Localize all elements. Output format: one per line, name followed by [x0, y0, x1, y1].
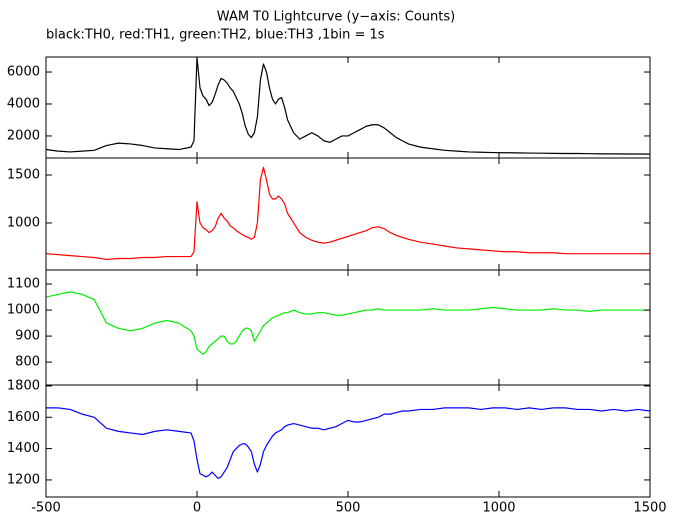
y-tick-label: 1000	[7, 303, 40, 318]
light-curve	[45, 57, 651, 155]
y-tick-label: 1100	[7, 277, 40, 292]
y-tick-label: 1800	[7, 378, 40, 393]
panel-frame	[45, 56, 651, 159]
light-curve	[45, 291, 650, 355]
y-tick-label: 800	[15, 355, 40, 370]
x-tick-label: -500	[31, 501, 61, 515]
y-tick-label: 1500	[7, 167, 40, 182]
chart-subtitle: black:TH0, red:TH1, green:TH2, blue:TH3 …	[46, 28, 385, 43]
x-tick-label: 0	[193, 501, 201, 515]
y-tick-label: 1000	[7, 215, 40, 230]
y-tick-label: 6000	[7, 65, 40, 80]
y-tick-label: 900	[15, 329, 40, 344]
y-tick-label: 2000	[7, 128, 40, 143]
panel-frame	[45, 384, 651, 498]
x-tick-label: 1000	[482, 501, 515, 515]
light-curve	[46, 407, 651, 479]
chart-title: WAM T0 Lightcurve (y−axis: Counts)	[217, 10, 455, 25]
y-tick-label: 1600	[7, 410, 40, 425]
y-tick-label: 4000	[7, 96, 40, 111]
panel-frame	[45, 269, 651, 386]
light-curve	[45, 166, 650, 261]
x-tick-label: 500	[336, 501, 361, 515]
y-tick-label: 1200	[7, 472, 40, 487]
y-tick-label: 1400	[7, 441, 40, 456]
x-tick-label: 1500	[633, 501, 666, 515]
